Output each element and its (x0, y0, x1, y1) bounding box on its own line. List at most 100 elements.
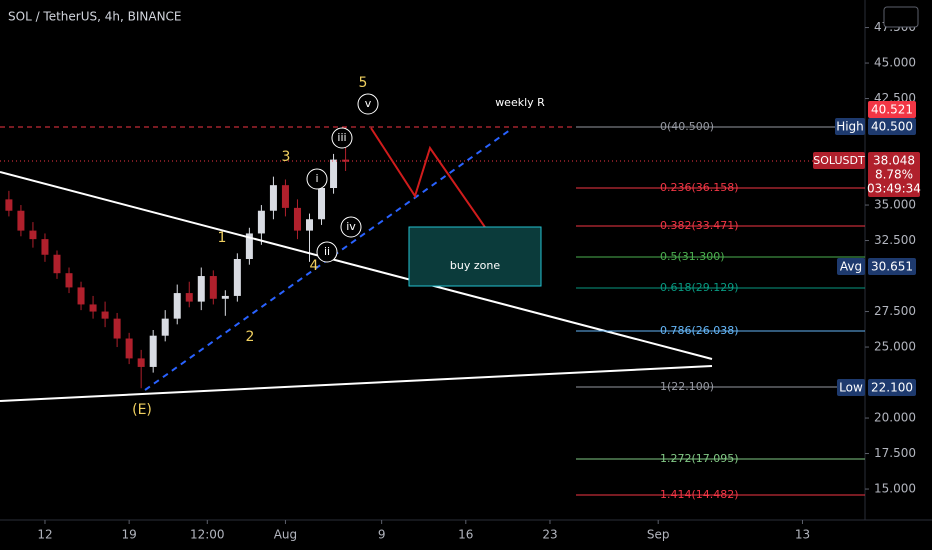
subwave-circle (357, 93, 379, 115)
candle-body (113, 318, 121, 339)
trendline (0, 171, 713, 360)
y-tick-label: 35.000 (874, 198, 916, 212)
y-tick-label: 17.500 (874, 446, 916, 460)
candle-body (125, 338, 133, 359)
fib-label: 0.5(31.300) (660, 250, 725, 263)
fib-label: 0.618(29.129) (660, 281, 739, 294)
candle-body (41, 239, 49, 255)
candle-body (149, 335, 157, 367)
low-name-badge (837, 379, 865, 396)
buy-zone-box (408, 226, 542, 287)
badge-text: 38.048 (873, 154, 915, 168)
x-tick-label: Aug (274, 528, 297, 542)
badge-text: 22.100 (871, 381, 913, 395)
fib-label: 0(40.500) (660, 120, 714, 133)
avg-name-badge (837, 258, 865, 275)
candle-body (293, 207, 301, 231)
subwave-label: iv (346, 220, 356, 233)
axes: 15.000 17.500 20.000 25.000 27.500 32.500 35.0… (37, 20, 916, 541)
x-tick-label: 9 (378, 528, 386, 542)
buy-zone-label: buy zone (450, 259, 500, 272)
candle-body (77, 287, 85, 305)
candle-body (318, 188, 326, 220)
candles (5, 126, 350, 389)
candle-body (209, 276, 217, 299)
currency-badge (883, 6, 919, 28)
fib-label: 0.236(36.158) (660, 181, 739, 194)
candle-body (342, 159, 350, 162)
candle-body (233, 259, 241, 296)
avg-value-badge (868, 258, 916, 275)
candle-body (330, 159, 338, 189)
high-top-badge (868, 101, 916, 118)
y-tick-label: 32.500 (874, 233, 916, 247)
y-tick-label: 20.000 (874, 411, 916, 425)
subwave-label: i (315, 172, 318, 185)
price-badge (868, 152, 920, 197)
fib-levels: 0(40.500) 0.236(36.158) 0.382(33.471) 0.5(3… (576, 120, 865, 501)
candle-body (245, 233, 253, 260)
wave-label: 3 (282, 149, 291, 165)
candle-body (173, 293, 181, 319)
candle-body (17, 210, 25, 231)
badge-text: Low (839, 381, 863, 395)
candle-body (221, 295, 229, 299)
y-tick-label: 25.000 (874, 340, 916, 354)
subwave-label: v (365, 97, 372, 110)
badge-text: 40.500 (871, 120, 913, 134)
wave-label: 4 (310, 258, 319, 274)
low-value-badge (868, 379, 916, 396)
candle-body (53, 254, 61, 274)
candle-body (269, 185, 277, 211)
badge-text: 30.651 (871, 260, 913, 274)
x-tick-label: 23 (542, 528, 557, 542)
candle-body (305, 219, 313, 231)
badge-text: Avg (840, 260, 862, 274)
badge-text: SOLUSDT (813, 154, 865, 167)
symbol-badge (813, 152, 865, 169)
candle-body (89, 304, 97, 312)
subwave-circle (331, 127, 353, 149)
x-tick-label: 12:00 (190, 528, 225, 542)
wave-label: 5 (359, 75, 368, 91)
candle-body (137, 358, 145, 367)
x-tick-label: Sep (647, 528, 670, 542)
subwave-circle (316, 241, 338, 263)
badge-text: 8.78% (875, 168, 913, 182)
candle-body (197, 276, 205, 302)
x-tick-label: 19 (121, 528, 136, 542)
candle-body (5, 199, 13, 211)
subwave-circle (306, 168, 328, 190)
x-tick-label: 13 (795, 528, 810, 542)
candle-body (185, 293, 193, 302)
projection-path (370, 127, 506, 257)
chart-title: SOL / TetherUS, 4h, BINANCE (8, 10, 182, 24)
y-tick-label: 15.000 (874, 482, 916, 496)
high-value-badge (868, 118, 916, 135)
candle-body (257, 210, 265, 234)
x-tick-label: 16 (458, 528, 473, 542)
wave-label: 1 (218, 230, 227, 246)
subwave-label: ii (324, 245, 330, 258)
fib-label: 1.414(14.482) (660, 488, 739, 501)
candle-body (29, 230, 37, 240)
fib-label: 0.786(26.038) (660, 324, 739, 337)
subwave-label: iii (337, 131, 346, 144)
badge-text: 40.521 (871, 103, 913, 117)
high-name-badge (835, 118, 865, 135)
y-tick-label: 45.000 (874, 56, 916, 70)
wave-label: 2 (246, 329, 255, 345)
wave-label: (E) (132, 402, 152, 418)
candle-body (101, 311, 109, 319)
subwave-circle (340, 216, 362, 238)
subwave-markers: v iii i iv ii (306, 93, 379, 263)
candle-body (65, 273, 73, 288)
badge-text: 03:49:34 (867, 182, 921, 196)
fib-label: 1.272(17.095) (660, 452, 739, 465)
weekly-label: weekly R (495, 96, 545, 109)
x-tick-label: 12 (37, 528, 52, 542)
candle-body (161, 318, 169, 336)
trendline (0, 365, 713, 402)
fib-label: 0.382(33.471) (660, 219, 739, 232)
